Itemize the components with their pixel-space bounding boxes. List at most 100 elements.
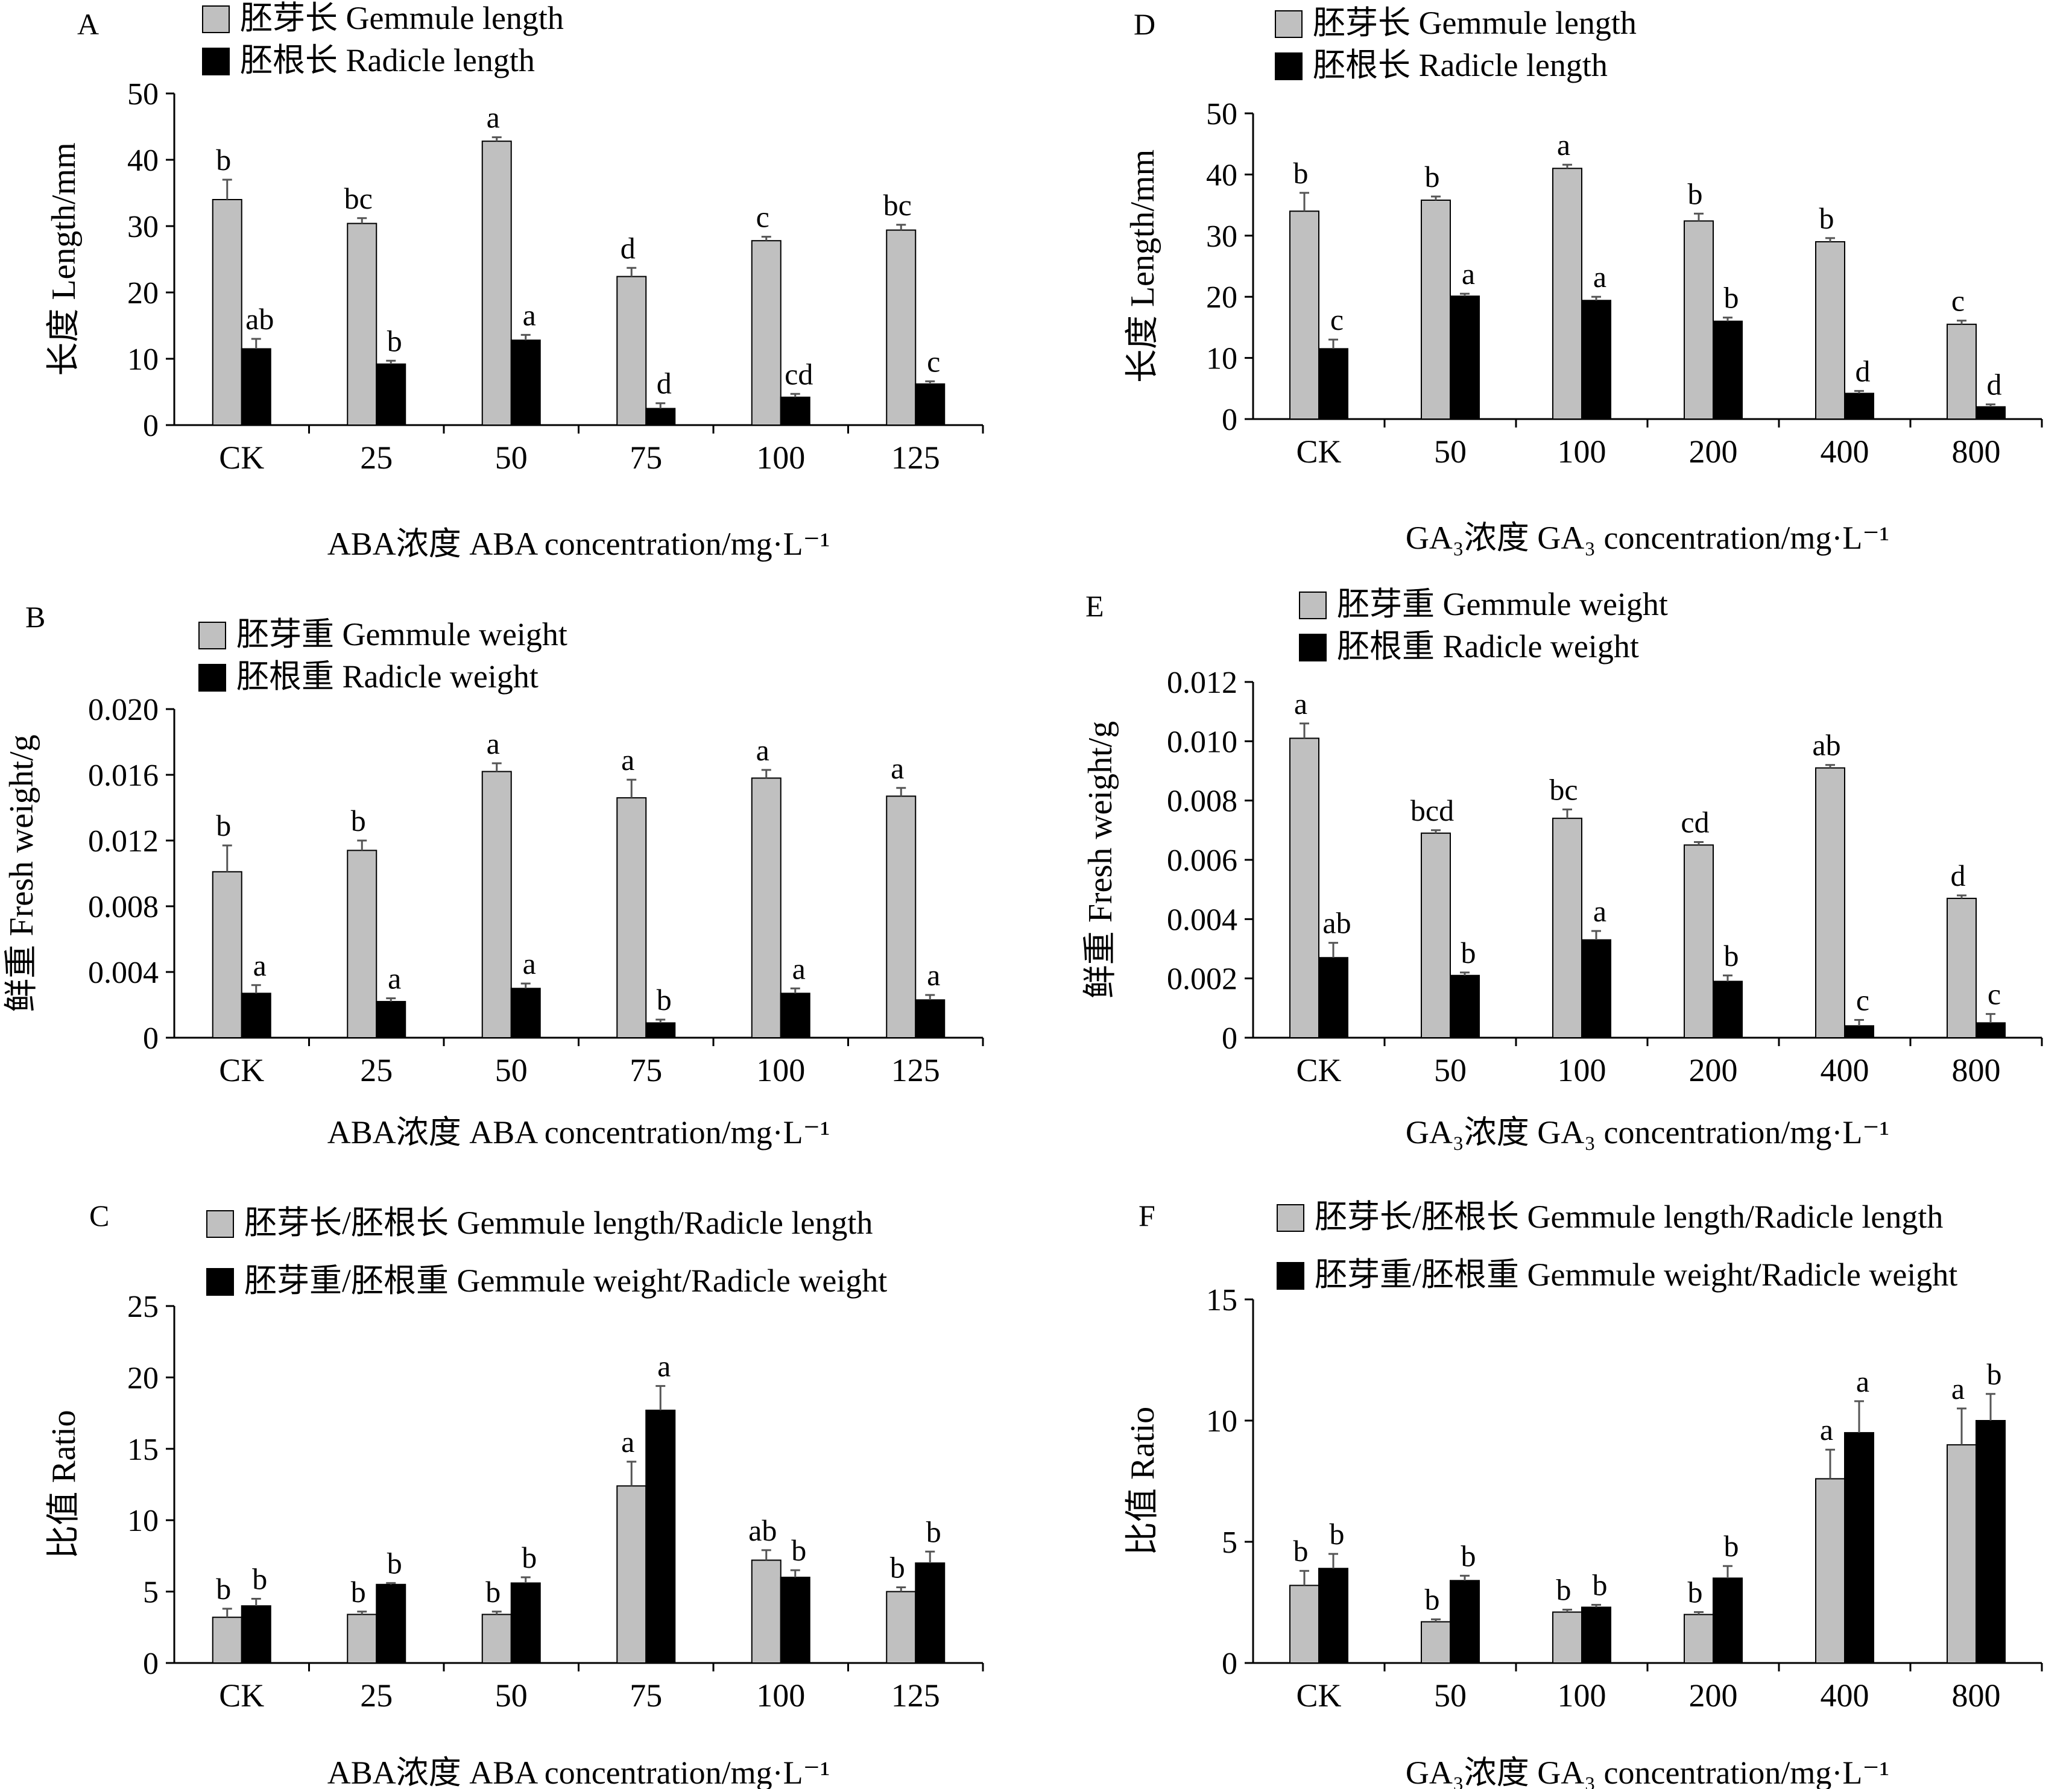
significance-letter: c bbox=[756, 200, 769, 234]
bar bbox=[1976, 406, 2006, 420]
x-tick-label: 50 bbox=[1434, 434, 1467, 470]
panel-label: F bbox=[1139, 1199, 1155, 1232]
bar bbox=[1450, 974, 1480, 1038]
significance-letter: b bbox=[890, 1550, 905, 1584]
significance-letter: b bbox=[1293, 1534, 1309, 1568]
x-axis-label: ABA浓度 ABA concentration/mg·L⁻¹ bbox=[327, 526, 830, 562]
x-axis-label: GA₃浓度 GA₃ concentration/mg·L⁻¹ bbox=[1406, 520, 1889, 556]
significance-letter: b bbox=[1724, 939, 1739, 973]
bar bbox=[1713, 980, 1743, 1039]
legend-swatch bbox=[198, 664, 226, 692]
y-tick-label: 0.002 bbox=[1167, 962, 1237, 997]
significance-letter: d bbox=[1987, 368, 2002, 402]
x-tick-label: 75 bbox=[630, 1052, 662, 1088]
bar bbox=[780, 992, 810, 1039]
y-tick-label: 5 bbox=[1222, 1526, 1237, 1560]
x-tick-label: 800 bbox=[1952, 1052, 2001, 1088]
significance-letter: b bbox=[1819, 201, 1834, 235]
bar bbox=[376, 1583, 406, 1664]
y-tick-label: 0.012 bbox=[88, 824, 159, 859]
y-tick-label: 30 bbox=[1206, 219, 1237, 254]
significance-letter: a bbox=[487, 101, 500, 134]
bar bbox=[1947, 323, 1977, 420]
significance-letter: b bbox=[1593, 1568, 1608, 1602]
x-tick-label: CK bbox=[1296, 434, 1341, 470]
y-tick-label: 50 bbox=[127, 77, 159, 112]
significance-letter: bc bbox=[883, 188, 912, 222]
significance-letter: a bbox=[523, 298, 536, 332]
x-tick-label: 200 bbox=[1689, 1677, 1738, 1714]
bar bbox=[915, 383, 946, 426]
significance-letter: a bbox=[523, 947, 536, 980]
significance-letter: d bbox=[621, 231, 636, 265]
x-tick-label: 125 bbox=[891, 1677, 940, 1714]
significance-letter: b bbox=[1556, 1573, 1571, 1607]
significance-letter: c bbox=[1856, 983, 1869, 1017]
x-tick-label: 400 bbox=[1821, 1052, 1869, 1088]
bar bbox=[780, 396, 810, 426]
significance-letter: b bbox=[1688, 177, 1703, 210]
x-tick-label: 100 bbox=[756, 1052, 805, 1088]
y-axis-label: 比值 Ratio bbox=[1124, 1407, 1161, 1556]
bar bbox=[616, 797, 647, 1039]
significance-letter: a bbox=[756, 733, 769, 767]
panel-label: D bbox=[1134, 7, 1155, 41]
bar bbox=[1581, 1606, 1611, 1664]
x-tick-label: 800 bbox=[1952, 1677, 2001, 1714]
bar bbox=[1844, 1432, 1874, 1664]
significance-letter: b bbox=[1425, 160, 1440, 194]
panel-label: A bbox=[77, 7, 99, 41]
bar bbox=[1713, 1577, 1743, 1664]
chart-panel-f: F 胚芽长/胚根长 Gemmule length/Radicle length 胚芽… bbox=[1124, 1199, 2043, 1789]
legend-label: 胚根长 Radicle length bbox=[1313, 47, 1608, 83]
bar bbox=[347, 1614, 377, 1664]
significance-letter: b bbox=[1724, 281, 1739, 315]
legend-label: 胚根重 Radicle weight bbox=[236, 658, 539, 695]
bar bbox=[212, 199, 242, 426]
significance-letter: b bbox=[485, 1575, 501, 1609]
x-tick-label: 100 bbox=[1558, 1052, 1606, 1088]
bar bbox=[1552, 168, 1582, 420]
significance-letter: b bbox=[387, 1546, 402, 1580]
chart-panel-d: D 胚芽长 Gemmule length 胚根长 Radicle length 0 10… bbox=[1124, 5, 2043, 556]
bar bbox=[751, 777, 782, 1038]
x-tick-label: 50 bbox=[1434, 1052, 1467, 1088]
bar bbox=[1289, 737, 1319, 1038]
x-tick-label: 100 bbox=[1558, 1677, 1606, 1714]
significance-letter: b bbox=[216, 1572, 231, 1606]
significance-letter: b bbox=[1461, 1539, 1476, 1573]
significance-letter: ab bbox=[1322, 906, 1351, 940]
y-tick-label: 10 bbox=[1206, 1404, 1237, 1439]
bar bbox=[915, 999, 946, 1038]
bar bbox=[1844, 393, 1874, 420]
panel-label: B bbox=[25, 600, 45, 634]
x-tick-label: 400 bbox=[1821, 1677, 1869, 1714]
x-tick-label: 100 bbox=[1558, 434, 1606, 470]
significance-letter: a bbox=[388, 962, 401, 995]
x-axis-label: GA₃浓度 GA₃ concentration/mg·L⁻¹ bbox=[1406, 1755, 1889, 1789]
significance-letter: ab bbox=[245, 302, 274, 336]
bar bbox=[212, 1617, 242, 1664]
legend-swatch bbox=[1299, 634, 1327, 661]
legend-label: 胚芽长/胚根长 Gemmule length/Radicle length bbox=[1315, 1199, 1943, 1235]
y-tick-label: 15 bbox=[127, 1433, 159, 1467]
significance-letter: ab bbox=[1812, 728, 1840, 762]
x-tick-label: 100 bbox=[756, 440, 805, 476]
y-axis-label: 长度 Length/mm bbox=[1124, 150, 1161, 383]
y-tick-label: 0.006 bbox=[1167, 844, 1237, 878]
y-tick-label: 0 bbox=[143, 1021, 159, 1056]
legend-swatch bbox=[206, 1210, 234, 1238]
y-tick-label: 0.004 bbox=[1167, 903, 1237, 937]
bar bbox=[1581, 300, 1611, 420]
bar bbox=[347, 850, 377, 1038]
x-tick-label: 50 bbox=[495, 1052, 528, 1088]
y-tick-label: 40 bbox=[127, 144, 159, 178]
significance-letter: a bbox=[487, 727, 500, 760]
x-tick-label: 100 bbox=[756, 1677, 805, 1714]
x-tick-label: 50 bbox=[495, 1677, 528, 1714]
y-tick-label: 20 bbox=[127, 1361, 159, 1395]
legend-swatch bbox=[1277, 1262, 1304, 1290]
y-tick-label: 20 bbox=[127, 276, 159, 311]
bar bbox=[751, 1559, 782, 1664]
bar bbox=[1421, 1621, 1451, 1664]
